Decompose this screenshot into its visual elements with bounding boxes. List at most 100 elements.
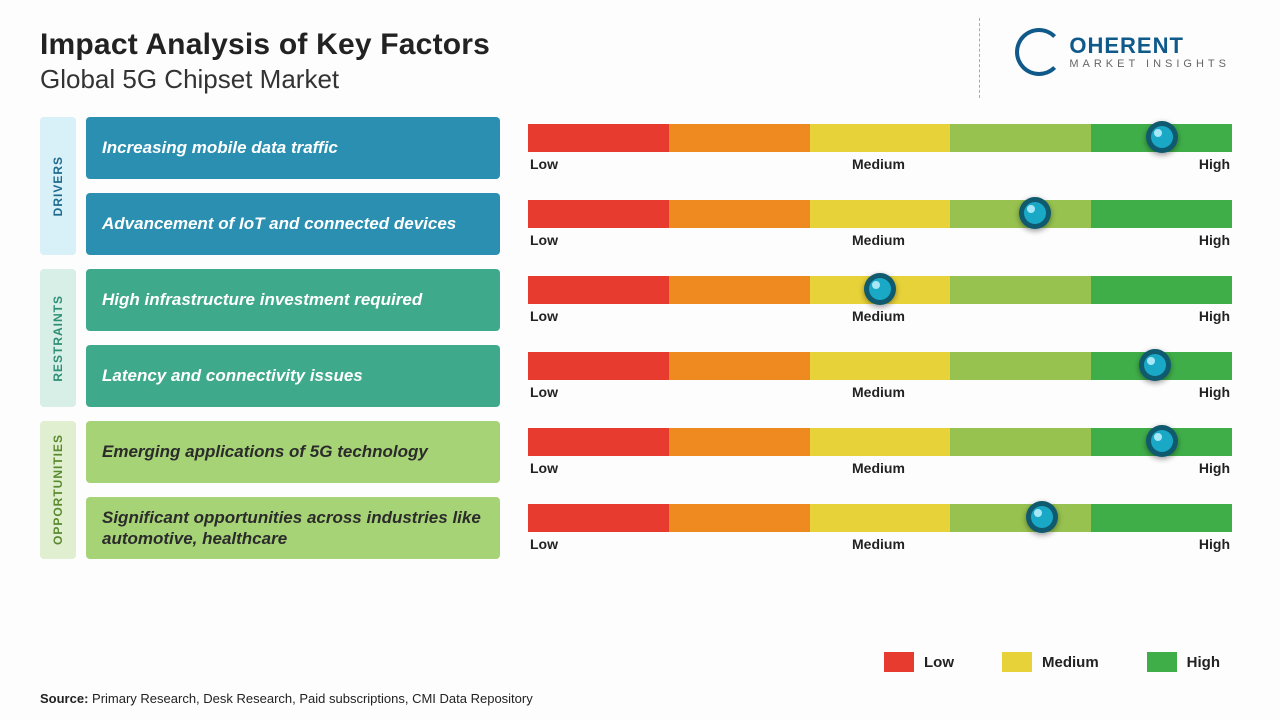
- source-label: Source:: [40, 691, 88, 706]
- scale-segment: [528, 504, 669, 532]
- scale-segment: [810, 124, 951, 152]
- logo-brand-top: OHERENT: [1069, 35, 1230, 57]
- impact-marker-icon: [1024, 499, 1060, 535]
- scale-label-low: Low: [530, 384, 558, 400]
- scale-segment: [1091, 200, 1232, 228]
- scale-labels: Low Medium High: [528, 384, 1232, 400]
- scale-bar: [528, 504, 1232, 532]
- scale-segment: [669, 352, 810, 380]
- scale-bar: [528, 200, 1232, 228]
- analysis-grid: DRIVERS Increasing mobile data traffic Lo…: [0, 105, 1280, 559]
- scale-segment: [669, 276, 810, 304]
- scale-segment: [810, 504, 951, 532]
- legend-swatch: [1147, 652, 1177, 672]
- factor-row: Increasing mobile data traffic LowMedium…: [86, 117, 1232, 179]
- scale-label-high: High: [1199, 156, 1230, 172]
- scale-segment: [950, 124, 1091, 152]
- category-rows: Increasing mobile data traffic Low Medium…: [86, 117, 1232, 255]
- scale-segment: [528, 352, 669, 380]
- impact-marker-icon: [1144, 119, 1180, 155]
- category-rows: Emerging applications of 5G technology L…: [86, 421, 1232, 559]
- scale-labels: Low Medium High: [528, 460, 1232, 476]
- scale-segment: [669, 200, 810, 228]
- category-group: DRIVERS Increasing mobile data traffic Lo…: [40, 117, 1232, 255]
- factor-row: High infrastructure investment required …: [86, 269, 1232, 331]
- category-group: OPPORTUNITIES Emerging applications of 5G…: [40, 421, 1232, 559]
- scale-segment: [810, 428, 951, 456]
- scale-segment: [950, 428, 1091, 456]
- scale-bar: [528, 428, 1232, 456]
- factor-row: Advancement of IoT and connected devices…: [86, 193, 1232, 255]
- impact-scale: Low Medium High: [528, 200, 1232, 248]
- impact-marker-icon: [1144, 423, 1180, 459]
- factor-label: Latency and connectivity issues: [86, 345, 500, 407]
- factor-label: Advancement of IoT and connected devices: [86, 193, 500, 255]
- scale-segment: [950, 504, 1091, 532]
- scale-labels: LowMediumHigh: [528, 308, 1232, 324]
- scale-segment: [950, 352, 1091, 380]
- scale-labels: Low Medium High: [528, 232, 1232, 248]
- impact-scale: LowMediumHigh: [528, 276, 1232, 324]
- factor-label: Increasing mobile data traffic: [86, 117, 500, 179]
- scale-label-low: Low: [530, 156, 558, 172]
- category-label: OPPORTUNITIES: [51, 434, 65, 545]
- factor-label: High infrastructure investment required: [86, 269, 500, 331]
- scale-label-medium: Medium: [852, 232, 905, 248]
- impact-marker-icon: [1017, 195, 1053, 231]
- scale-segment: [669, 428, 810, 456]
- page-subtitle: Global 5G Chipset Market: [40, 64, 1015, 95]
- scale-label-medium: Medium: [852, 460, 905, 476]
- brand-logo: OHERENT MARKET INSIGHTS: [1015, 28, 1240, 76]
- category-group: RESTRAINTS High infrastructure investment…: [40, 269, 1232, 407]
- scale-segment: [528, 276, 669, 304]
- factor-row: Significant opportunities across industr…: [86, 497, 1232, 559]
- scale-label-high: High: [1199, 460, 1230, 476]
- scale-segment: [810, 352, 951, 380]
- scale-label-low: Low: [530, 536, 558, 552]
- category-label: RESTRAINTS: [51, 295, 65, 382]
- scale-segment: [669, 504, 810, 532]
- scale-segment: [810, 200, 951, 228]
- legend-swatch: [884, 652, 914, 672]
- scale-label-high: High: [1199, 384, 1230, 400]
- scale-label-low: Low: [530, 460, 558, 476]
- scale-bar: [528, 124, 1232, 152]
- impact-marker-icon: [862, 271, 898, 307]
- category-tab: DRIVERS: [40, 117, 76, 255]
- scale-label-low: Low: [530, 308, 558, 324]
- category-label: DRIVERS: [51, 156, 65, 216]
- impact-scale: LowMediumHigh: [528, 124, 1232, 172]
- scale-label-high: High: [1199, 308, 1230, 324]
- legend-item: High: [1147, 652, 1220, 672]
- legend-item: Medium: [1002, 652, 1099, 672]
- scale-segment: [669, 124, 810, 152]
- scale-segment: [1091, 504, 1232, 532]
- factor-label: Emerging applications of 5G technology: [86, 421, 500, 483]
- logo-brand-bottom: MARKET INSIGHTS: [1069, 59, 1230, 70]
- legend-swatch: [1002, 652, 1032, 672]
- scale-bar: [528, 352, 1232, 380]
- scale-label-medium: Medium: [852, 384, 905, 400]
- category-rows: High infrastructure investment required …: [86, 269, 1232, 407]
- scale-bar: [528, 276, 1232, 304]
- legend-label: Medium: [1042, 654, 1099, 671]
- legend-label: High: [1187, 654, 1220, 671]
- scale-segment: [528, 124, 669, 152]
- category-tab: OPPORTUNITIES: [40, 421, 76, 559]
- impact-scale: Low Medium High: [528, 352, 1232, 400]
- logo-mark-icon: [1015, 28, 1063, 76]
- scale-label-high: High: [1199, 232, 1230, 248]
- impact-marker-icon: [1137, 347, 1173, 383]
- factor-row: Latency and connectivity issues Low Mediu…: [86, 345, 1232, 407]
- header-divider: [979, 18, 980, 98]
- scale-label-high: High: [1199, 536, 1230, 552]
- scale-segment: [950, 276, 1091, 304]
- factor-row: Emerging applications of 5G technology L…: [86, 421, 1232, 483]
- legend-item: Low: [884, 652, 954, 672]
- scale-label-low: Low: [530, 232, 558, 248]
- factor-label: Significant opportunities across industr…: [86, 497, 500, 559]
- scale-segment: [1091, 276, 1232, 304]
- scale-label-medium: Medium: [852, 536, 905, 552]
- category-tab: RESTRAINTS: [40, 269, 76, 407]
- source-text: Primary Research, Desk Research, Paid su…: [88, 691, 532, 706]
